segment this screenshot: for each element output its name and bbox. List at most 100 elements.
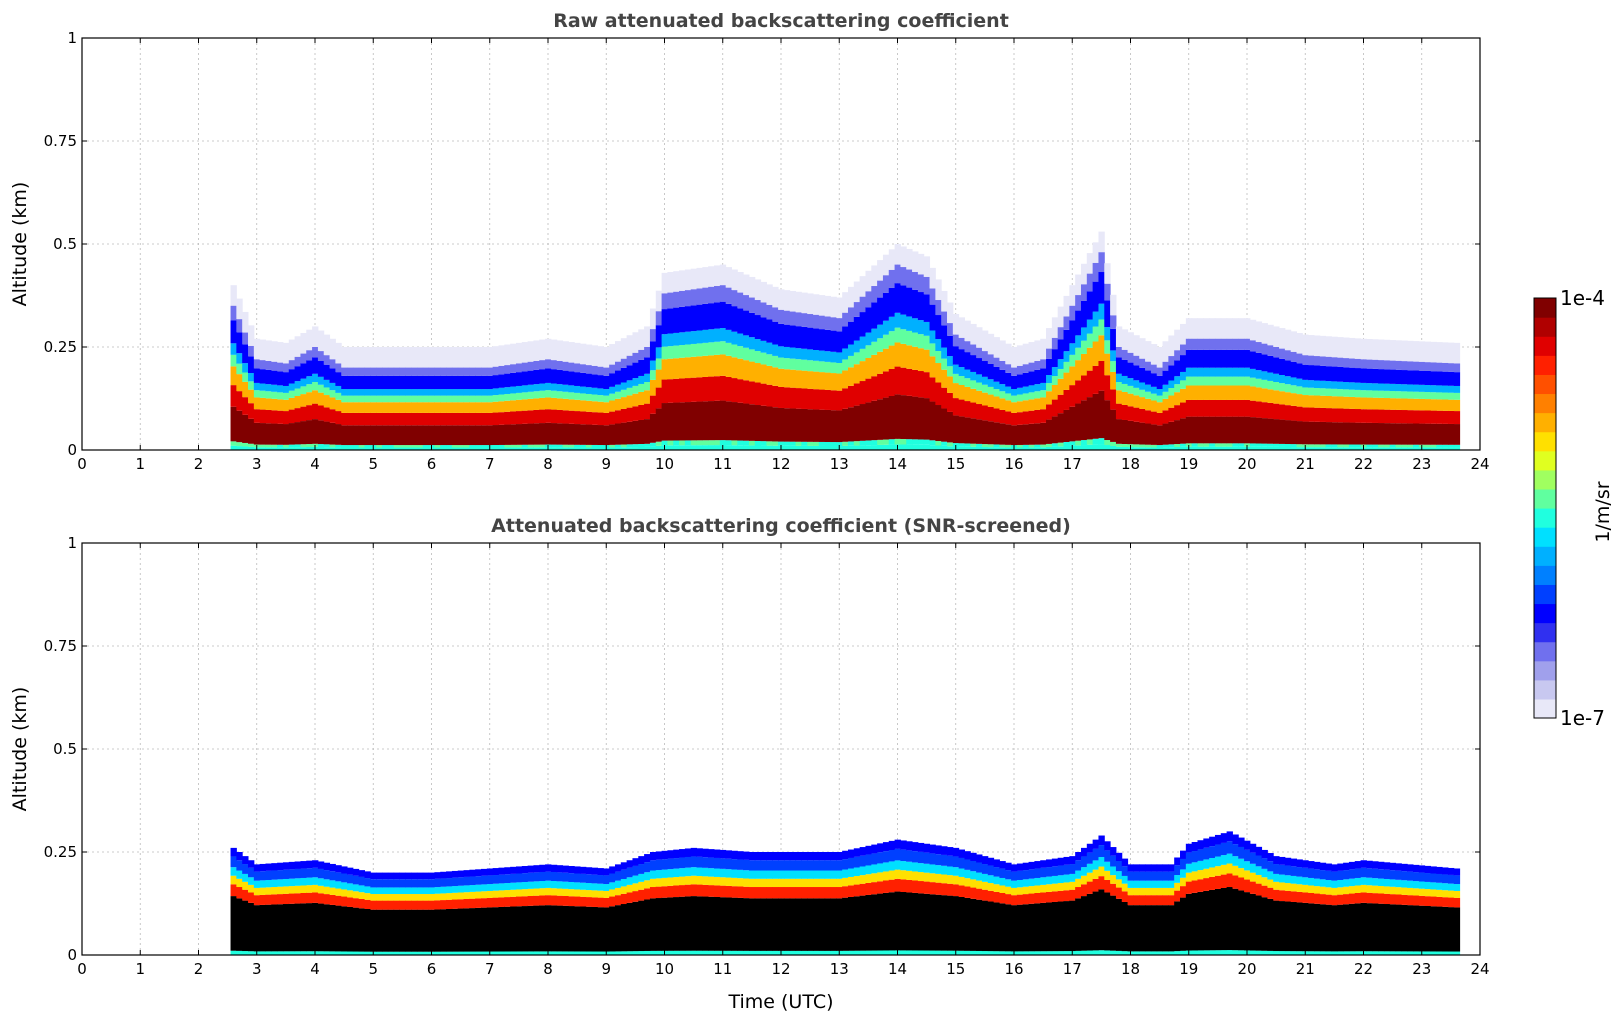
heatmap-cell — [288, 951, 296, 955]
heatmap-cell — [1244, 849, 1251, 862]
heatmap-cell — [842, 445, 849, 450]
heatmap-cell — [242, 856, 249, 865]
heatmap-cell — [358, 402, 366, 413]
heatmap-cell — [609, 873, 616, 883]
heatmap-cell — [696, 343, 703, 357]
heatmap-cell — [1413, 447, 1420, 450]
heatmap-cell — [690, 289, 698, 306]
heatmap-cell — [405, 900, 412, 910]
heatmap-cell — [667, 346, 674, 359]
heatmap-cell — [411, 412, 418, 426]
heatmap-cell — [1080, 440, 1088, 446]
panel-title: Attenuated backscattering coefficient (S… — [491, 515, 1071, 537]
heatmap-cell — [550, 951, 558, 955]
heatmap-cell — [242, 442, 249, 447]
heatmap-cell — [1244, 879, 1251, 893]
heatmap-cell — [242, 900, 249, 952]
heatmap-cell — [1063, 361, 1070, 373]
heatmap-cell — [457, 951, 465, 955]
heatmap-cell — [754, 279, 762, 301]
heatmap-cell — [1133, 895, 1140, 906]
heatmap-cell — [1436, 371, 1443, 386]
heatmap-cell — [620, 893, 628, 905]
heatmap-cell — [912, 862, 919, 872]
heatmap-cell — [1296, 447, 1303, 450]
heatmap-cell — [882, 292, 890, 321]
heatmap-cell — [743, 403, 750, 441]
heatmap-cell — [585, 444, 593, 448]
heatmap-cell — [999, 340, 1006, 362]
heatmap-cell — [265, 423, 272, 445]
heatmap-cell — [370, 909, 377, 952]
heatmap-cell — [1313, 407, 1321, 422]
heatmap-cell — [451, 425, 459, 446]
heatmap-cell — [824, 898, 832, 951]
heatmap-cell — [1273, 373, 1280, 383]
heatmap-cell — [702, 876, 709, 885]
heatmap-cell — [1296, 386, 1303, 395]
heatmap-cell — [1150, 864, 1158, 872]
heatmap-cell — [1063, 329, 1070, 352]
heatmap-cell — [1203, 349, 1210, 368]
heatmap-cell — [1325, 422, 1332, 445]
heatmap-cell — [236, 410, 243, 443]
heatmap-cell — [282, 878, 290, 887]
heatmap-cell — [533, 865, 540, 873]
heatmap-cell — [783, 369, 791, 388]
heatmap-cell — [434, 412, 441, 426]
heatmap-cell — [1302, 387, 1309, 396]
heatmap-cell — [416, 347, 424, 368]
heatmap-cell — [952, 373, 960, 384]
heatmap-cell — [609, 373, 616, 387]
heatmap-cell — [900, 285, 907, 315]
heatmap-cell — [492, 890, 499, 898]
x-tick-label: 24 — [1470, 960, 1489, 978]
heatmap-cell — [1232, 834, 1239, 845]
heatmap-cell — [842, 388, 849, 409]
heatmap-cell — [370, 894, 377, 901]
heatmap-cell — [312, 382, 319, 391]
heatmap-cell — [888, 345, 896, 369]
heatmap-cell — [1313, 356, 1321, 366]
heatmap-cell — [684, 867, 692, 877]
heatmap-cell — [533, 423, 540, 445]
heatmap-cell — [970, 402, 977, 419]
heatmap-cell — [1040, 860, 1047, 868]
heatmap-cell — [1407, 423, 1414, 445]
heatmap-cell — [964, 859, 971, 870]
heatmap-cell — [737, 950, 744, 955]
heatmap-cell — [673, 402, 680, 441]
heatmap-cell — [1308, 380, 1315, 388]
heatmap-cell — [1447, 890, 1455, 898]
heatmap-cell — [1354, 397, 1362, 410]
heatmap-cell — [393, 375, 400, 390]
heatmap-cell — [1016, 394, 1024, 402]
heatmap-cell — [422, 951, 430, 955]
heatmap-cell — [1121, 891, 1129, 902]
heatmap-cell — [1331, 951, 1338, 955]
heatmap-cell — [1302, 395, 1309, 408]
heatmap-cell — [434, 425, 441, 446]
x-tick-label: 22 — [1354, 455, 1373, 473]
heatmap-cell — [1261, 849, 1268, 859]
heatmap-cell — [271, 410, 278, 424]
heatmap-cell — [847, 876, 855, 886]
heatmap-cell — [1296, 363, 1303, 379]
heatmap-cell — [492, 868, 499, 876]
heatmap-cell — [783, 852, 791, 861]
heatmap-cell — [947, 855, 954, 867]
heatmap-cell — [1162, 398, 1169, 411]
heatmap-cell — [498, 412, 505, 425]
heatmap-cell — [714, 328, 721, 342]
heatmap-cell — [562, 391, 569, 399]
heatmap-cell — [1127, 420, 1134, 445]
heatmap-cell — [1005, 951, 1012, 955]
heatmap-cell — [632, 901, 639, 952]
heatmap-cell — [912, 892, 919, 951]
heatmap-cell — [481, 884, 488, 892]
heatmap-cell — [556, 391, 564, 399]
heatmap-cell — [422, 894, 430, 901]
heatmap-cell — [1156, 347, 1164, 368]
heatmap-cell — [498, 394, 505, 402]
heatmap-cell — [993, 447, 1000, 450]
